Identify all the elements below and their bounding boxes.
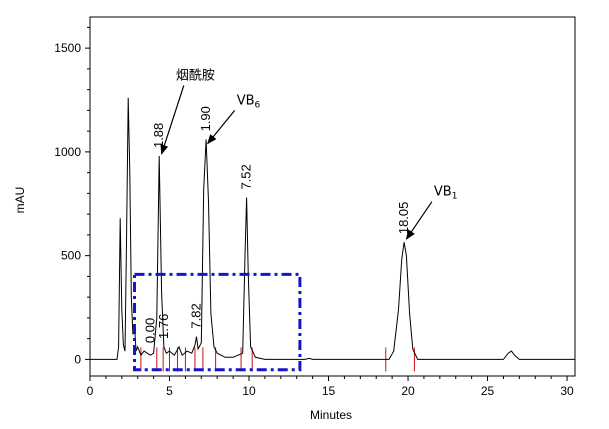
axes: 0 5 10 15 20 25 30 0 500 1000 1500: [54, 16, 576, 398]
x-tick-label: 10: [242, 384, 256, 398]
highlight-box-group: [133, 272, 302, 372]
annotation-label: 烟酰胺: [176, 68, 215, 83]
x-tick-label: 0: [87, 384, 94, 398]
y-axis-label: mAU: [13, 187, 27, 214]
x-tick-label: 30: [560, 384, 574, 398]
y-tick-label: 1500: [54, 41, 81, 55]
x-tick-label: 25: [481, 384, 495, 398]
y-tick-label: 1000: [54, 145, 81, 159]
annotation-subscript: 6: [255, 100, 261, 110]
annotation-label: VB6: [237, 93, 261, 110]
annotation-arrow: [405, 201, 433, 240]
peak-labels: 1.88 1.90 7.52 18.05 0.001.76 7.82: [142, 106, 411, 343]
annotation-arrow: [207, 110, 236, 145]
annotation-subscript: 1: [452, 192, 458, 202]
y-tick-label: 500: [61, 249, 81, 263]
annotations: 烟酰胺 VB6 VB1: [160, 68, 458, 240]
peak-label: 18.05: [396, 202, 411, 235]
peak-label: 0.00: [142, 318, 157, 343]
x-tick-label: 5: [166, 384, 173, 398]
peak-label: 7.82: [189, 303, 204, 328]
annotation-arrow: [160, 85, 185, 155]
x-axis-label: Minutes: [310, 408, 352, 422]
peak-label: 1.76: [156, 314, 171, 339]
peak-label: 1.88: [151, 123, 166, 148]
y-tick-label: 0: [74, 352, 81, 366]
x-tick-label: 20: [401, 384, 415, 398]
plot-frame: [89, 16, 576, 377]
x-tick-label: 15: [322, 384, 336, 398]
annotation-label: VB1: [434, 185, 458, 202]
peak-label: 1.90: [198, 106, 213, 131]
peak-label: 7.52: [239, 164, 254, 189]
highlight-box: [133, 272, 302, 372]
